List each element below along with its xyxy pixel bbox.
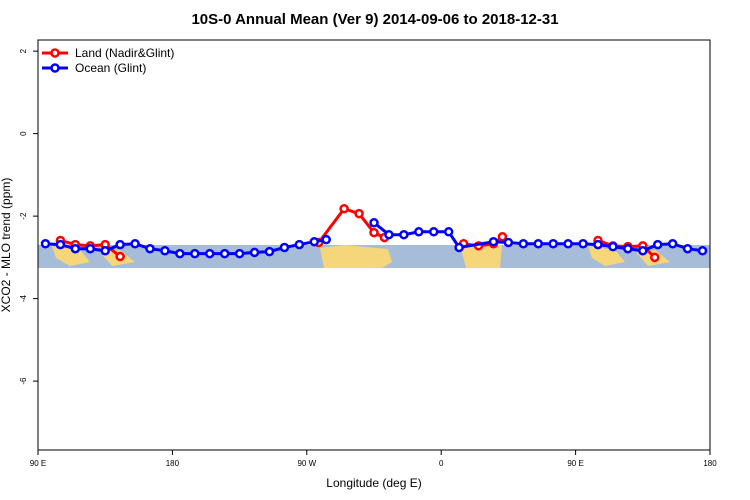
point xyxy=(548,239,558,249)
point xyxy=(578,239,588,249)
x-tick-label: 90 W xyxy=(297,459,316,468)
point xyxy=(175,248,185,259)
point xyxy=(497,232,508,242)
point xyxy=(55,239,66,250)
point xyxy=(608,241,618,252)
x-tick-label: 180 xyxy=(703,459,717,468)
point xyxy=(40,239,51,249)
x-tick-label: 180 xyxy=(166,459,180,468)
point xyxy=(652,239,663,250)
y-tick-label: 0 xyxy=(19,131,28,136)
point xyxy=(649,252,660,263)
x-axis-label: Longitude (deg E) xyxy=(326,476,421,490)
point xyxy=(533,239,544,249)
point xyxy=(503,237,514,248)
point xyxy=(414,227,424,237)
x-tick-label: 90 E xyxy=(30,459,46,468)
point xyxy=(234,248,245,259)
legend-label: Ocean (Glint) xyxy=(75,61,146,75)
point xyxy=(190,248,200,259)
point xyxy=(488,236,499,247)
point xyxy=(623,243,633,254)
legend-marker xyxy=(50,48,60,58)
point xyxy=(100,246,110,256)
point xyxy=(454,242,464,253)
point xyxy=(369,227,379,238)
point xyxy=(115,239,125,250)
point xyxy=(593,239,603,250)
point xyxy=(443,227,454,237)
y-tick-label: -6 xyxy=(19,377,28,385)
point xyxy=(682,243,693,254)
point xyxy=(667,239,678,249)
chart-title: 10S-0 Annual Mean (Ver 9) 2014-09-06 to … xyxy=(191,11,558,28)
point xyxy=(563,239,573,249)
point xyxy=(85,243,96,254)
plot-frame xyxy=(37,39,711,451)
point xyxy=(321,234,331,245)
point xyxy=(145,243,155,254)
point xyxy=(219,248,230,259)
point xyxy=(384,229,394,240)
point xyxy=(279,242,290,253)
y-tick-label: -2 xyxy=(19,212,28,220)
point xyxy=(697,246,708,256)
point xyxy=(369,217,379,228)
land-shape xyxy=(320,245,392,268)
point xyxy=(249,247,260,258)
legend-marker xyxy=(50,63,60,73)
point xyxy=(428,227,439,237)
y-tick-label: -4 xyxy=(19,295,28,303)
x-tick-label: 0 xyxy=(439,459,444,468)
point xyxy=(160,246,170,256)
legend-label: Land (Nadir&Glint) xyxy=(75,46,174,60)
x-tick-label: 90 E xyxy=(567,459,583,468)
land-shape xyxy=(52,246,90,266)
y-tick-label: 2 xyxy=(19,48,28,53)
point xyxy=(399,229,409,240)
point xyxy=(354,208,364,219)
point xyxy=(518,239,529,249)
point xyxy=(70,243,81,254)
land-shape xyxy=(588,246,625,266)
point xyxy=(204,248,215,259)
point xyxy=(294,239,305,250)
point xyxy=(264,246,275,257)
land-shape xyxy=(460,245,502,268)
y-axis-label: XCO2 - MLO trend (ppm) xyxy=(0,178,13,313)
point xyxy=(115,251,125,262)
point xyxy=(309,236,320,247)
point xyxy=(339,203,349,214)
series-line xyxy=(373,221,703,253)
point xyxy=(130,239,140,249)
point xyxy=(638,246,648,256)
